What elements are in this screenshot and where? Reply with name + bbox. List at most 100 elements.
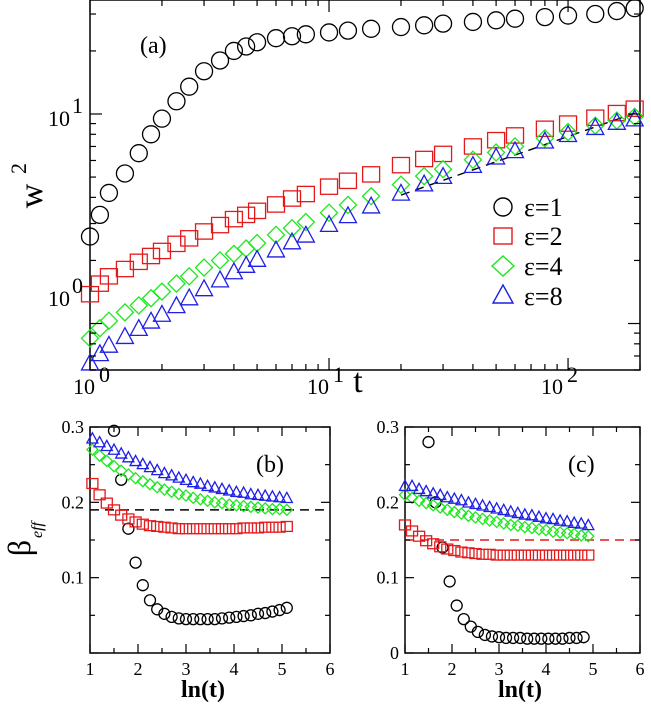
panel-c-point-square: [490, 549, 503, 561]
panel-c-point-square: [553, 549, 567, 561]
panel-c-point-triangle: [567, 515, 581, 528]
panel-c-point-square: [469, 547, 482, 560]
panel-b-point-square: [136, 518, 149, 530]
panel-a-point-square: [338, 172, 358, 190]
panel-c-point-circle: [556, 632, 569, 645]
panel-c-point-triangle: [525, 508, 539, 521]
panel-b-point-diamond: [157, 483, 171, 496]
panel-c-point-square: [483, 548, 496, 560]
panel-c-point-triangle: [574, 516, 588, 529]
panel-c-point-square: [582, 549, 595, 561]
panel-c-point-diamond: [440, 503, 454, 517]
panel-b-point-circle: [230, 610, 243, 623]
panel-a-point-circle: [463, 12, 483, 32]
panel-a: (a) t w 2 10 0 10 1 10 2 10 0 10 1: [6, 0, 645, 400]
panel-a-point-square: [625, 100, 644, 117]
panel-b-xtick-label: 2: [134, 659, 143, 679]
panel-b-point-square: [194, 523, 207, 535]
panel-b-point-triangle: [150, 463, 164, 476]
panel-a-point-triangle: [194, 278, 214, 297]
panel-a-ytick-base: 10: [48, 286, 70, 311]
panel-c-point-square: [511, 549, 524, 561]
panel-a-point-diamond: [236, 239, 256, 258]
panel-b-point-square: [86, 477, 99, 490]
panel-c-point-triangle: [490, 501, 504, 514]
panel-a-point-diamond: [391, 175, 411, 195]
panel-c-point-square: [427, 538, 440, 550]
panel-c-xtick-label: 5: [589, 659, 598, 679]
panel-a-point-diamond: [463, 150, 483, 170]
panel-a-point-triangle: [247, 249, 267, 267]
panel-a-ytick-label-1: 10 1: [48, 93, 83, 131]
panel-b-point-triangle: [193, 476, 207, 489]
panel-c-xtick-label: 3: [495, 659, 504, 679]
panel-b-series-3: [85, 431, 294, 504]
panel-b-point-circle: [201, 612, 214, 626]
panel-c-point-diamond: [426, 498, 440, 512]
panel-a-point-triangle: [115, 326, 135, 345]
panel-c-point-square: [497, 549, 510, 561]
panel-b-point-triangle: [258, 488, 272, 501]
panel-a-point-square: [129, 253, 148, 271]
panel-c-point-triangle: [581, 518, 595, 531]
panel-a-point-diamond: [99, 311, 119, 331]
panel-b-point-triangle: [251, 487, 265, 501]
panel-a-point-circle: [90, 205, 110, 225]
panel-c-point-circle: [570, 631, 583, 645]
panel-c-ytick-label: 0: [390, 643, 399, 663]
panel-b-point-square: [165, 522, 178, 534]
panel-b-point-triangle: [93, 435, 107, 448]
panel-a-point-circle: [296, 25, 316, 44]
panel-a-point-square: [236, 206, 256, 224]
legend-marker-square: [493, 227, 513, 245]
panel-c-point-square: [476, 548, 489, 560]
panel-b-ylabel-sub: eff: [29, 519, 46, 538]
panel-a-point-circle: [80, 227, 100, 246]
panel-c-xtick-label: 4: [542, 659, 551, 679]
panel-c-point-diamond: [469, 510, 482, 524]
panel-c-series-2: [398, 488, 595, 543]
panel-c-xlabel: ln(t): [498, 677, 542, 703]
panel-a-point-circle: [486, 11, 506, 30]
panel-b-point-circle: [136, 579, 149, 592]
panel-a-point-diamond: [247, 233, 267, 253]
panel-c-point-diamond: [483, 513, 497, 527]
panel-c-point-square: [539, 549, 553, 561]
panel-a-ytick-exp: 0: [72, 273, 83, 298]
panel-a-point-triangle: [99, 335, 119, 353]
panel-a-xtick-exp: 0: [99, 362, 110, 387]
panel-a-point-diamond: [338, 195, 358, 215]
legend-entry-eps4: ε=4: [490, 252, 563, 281]
legend-entry-eps2: ε=2: [493, 222, 563, 251]
panel-a-point-square: [607, 104, 626, 122]
panel-b-point-diamond: [280, 503, 294, 517]
panel-a-ylabel: w: [13, 183, 50, 208]
panel-a-point-square: [361, 166, 381, 183]
panel-b-point-diamond: [107, 459, 121, 473]
panel-c-point-circle: [514, 631, 527, 645]
panel-c-point-circle: [506, 631, 520, 645]
panel-a-point-square: [167, 235, 186, 253]
panel-c-point-circle: [535, 632, 548, 645]
panel-b-point-square: [129, 516, 142, 528]
panel-b-point-circle: [194, 612, 207, 626]
panel-c-point-circle: [521, 632, 534, 645]
panel-c-point-square: [434, 541, 447, 553]
panel-a-point-triangle: [179, 287, 199, 306]
panel-a-point-diamond: [152, 282, 172, 302]
panel-a-point-diamond: [486, 143, 506, 162]
panel-c-point-square: [568, 549, 581, 561]
panel-b-point-circle: [122, 522, 135, 535]
panel-a-point-diamond: [433, 159, 453, 179]
panel-b-ytick-label: 0.3: [62, 417, 85, 437]
panel-a-point-circle: [361, 19, 381, 38]
panel-a-point-circle: [282, 27, 302, 46]
panel-c-label: (c): [568, 452, 595, 478]
panel-a-point-square: [296, 185, 316, 203]
panel-a-xtick-label-1: 10 1: [307, 362, 344, 399]
panel-a-point-triangle: [414, 173, 434, 192]
panel-b-point-triangle: [165, 468, 179, 481]
panel-b-point-diamond: [201, 494, 215, 508]
panel-a-point-triangle: [224, 261, 244, 280]
panel-a-point-circle: [319, 23, 339, 42]
